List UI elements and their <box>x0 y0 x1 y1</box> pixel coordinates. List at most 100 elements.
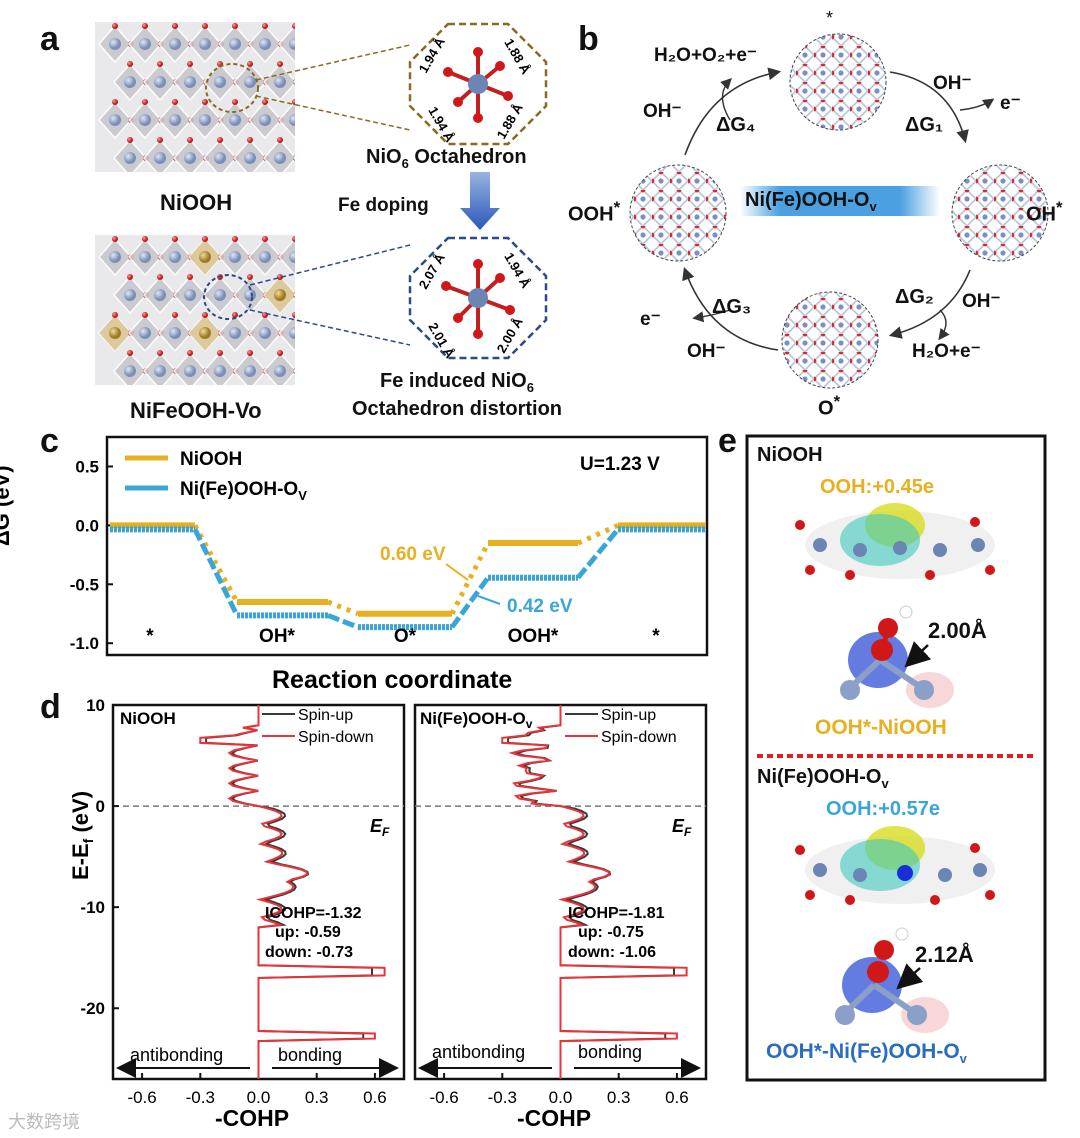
e-bottom-caption: OOH*-Ni(Fe)OOH-Ov <box>766 1040 967 1067</box>
oh-minus-1: OH⁻ <box>933 73 972 94</box>
d-right-leg-down: Spin-down <box>601 729 677 746</box>
doping-arrow <box>460 172 500 230</box>
d-ylabel: E-Ef (eV) <box>68 791 96 880</box>
d-left-title: NiOOH <box>120 709 176 728</box>
d-xtick: -0.3 <box>186 1088 215 1107</box>
d-ytick: -20 <box>80 999 105 1018</box>
oh-minus-4: OH⁻ <box>643 101 682 122</box>
star-state-label: * <box>826 8 834 28</box>
c-connector <box>192 524 240 604</box>
d-left-antibonding: antibonding <box>130 1045 223 1065</box>
d-xtick: 0.3 <box>305 1088 329 1107</box>
nifeooh-vo-caption: NiFeOOH-Vo <box>130 398 262 423</box>
c-connector <box>327 613 359 630</box>
ohstar-label: OH* <box>1026 198 1063 226</box>
d-right-leg-up: Spin-up <box>601 707 656 724</box>
d-left-down: down: -0.73 <box>265 944 353 961</box>
d-right-antibonding: antibonding <box>432 1042 525 1062</box>
dg1-label: ΔG₁ <box>905 114 944 136</box>
e-bottom-title: Ni(Fe)OOH-Ov <box>757 766 889 791</box>
d-right-title: Ni(Fe)OOH-Ov <box>420 709 533 731</box>
oh-minus-3: OH⁻ <box>687 341 726 362</box>
panel-b-label: b <box>578 20 599 58</box>
nifeooh-charge-density-image <box>835 927 949 1033</box>
c-ytick: 0.0 <box>75 516 99 535</box>
dg3-label: ΔG₃ <box>712 296 752 318</box>
c-ytick: -1.0 <box>70 634 99 653</box>
dg4-label: ΔG₄ <box>716 114 756 136</box>
nifeooh-slab-image <box>795 826 995 905</box>
c-state-label: * <box>146 626 154 647</box>
octahedron-niooh: 1.94 Å 1.88 Å 1.94 Å 1.88 Å <box>408 22 548 146</box>
fe-doping-label: Fe doping <box>338 195 429 216</box>
d-left-leg-up: Spin-up <box>298 707 353 724</box>
e-top-title: NiOOH <box>757 444 823 466</box>
c-state-label: OH* <box>259 626 296 647</box>
d-left-xlabel: -COHP <box>215 1105 289 1131</box>
c-xlabel: Reaction coordinate <box>272 666 512 694</box>
c-state-label: O* <box>394 626 417 647</box>
panel-c-label: c <box>40 422 59 460</box>
niooh-caption: NiOOH <box>160 190 233 215</box>
d-xtick: -0.6 <box>127 1088 156 1107</box>
e-bottom-charge: OOH:+0.57e <box>826 798 940 820</box>
ostar-label: O* <box>818 392 841 420</box>
oohstar-label: OOH* <box>568 198 621 226</box>
e-minus-3: e⁻ <box>640 309 661 330</box>
panel-a-label: a <box>40 20 59 58</box>
e-bottom-distance: 2.12Å <box>915 942 974 967</box>
e-top-caption: OOH*-NiOOH <box>815 716 947 739</box>
octa2-title-line2: Octahedron distortion <box>352 398 562 420</box>
c-connector <box>576 523 620 546</box>
top-product-label: H₂O+O₂+e⁻ <box>654 45 757 66</box>
niooh-lattice-image <box>95 22 295 172</box>
d-left-bonding: bonding <box>278 1045 342 1065</box>
d-xtick: 0.3 <box>607 1088 631 1107</box>
octa1-title: NiO6 Octahedron <box>366 146 527 171</box>
octahedron-nifeooh: 2.07 Å 1.94 Å 2.01 Å 2.00 Å <box>408 236 548 360</box>
octa2-title-line1: Fe induced NiO6 <box>380 370 534 395</box>
d-right-ef: EF <box>672 816 692 839</box>
e-minus-1: e⁻ <box>1000 93 1021 114</box>
niooh-charge-density-image <box>840 605 954 708</box>
c-annot-060: 0.60 eV <box>380 544 446 565</box>
c-annot-042: 0.42 eV <box>507 596 573 617</box>
d-xtick: 0.6 <box>363 1088 387 1107</box>
c-connector <box>576 527 620 580</box>
d-left-up: up: -0.59 <box>275 924 341 941</box>
d-xtick: 0.0 <box>247 1088 271 1107</box>
c-ytick: -0.5 <box>70 575 99 594</box>
c-state-label: * <box>652 626 660 647</box>
c-state-label: OOH* <box>508 626 559 647</box>
d-left-ef: EF <box>370 816 390 839</box>
d-xtick: 0.6 <box>665 1088 689 1107</box>
d-xtick: 0.0 <box>549 1088 573 1107</box>
oh-minus-2: OH⁻ <box>962 291 1001 312</box>
d-left-icohp: ICOHP=-1.32 <box>265 905 362 922</box>
panel-b-cycle <box>629 33 1049 389</box>
d-right-bonding: bonding <box>578 1042 642 1062</box>
c-legend-niooh: NiOOH <box>180 449 242 470</box>
d-ytick: 0 <box>96 797 105 816</box>
h2o-e-label: H₂O+e⁻ <box>912 341 981 362</box>
c-connector <box>449 576 491 629</box>
d-spin-down-curve <box>199 705 386 1079</box>
d-right-down: down: -1.06 <box>568 944 656 961</box>
d-left-leg-down: Spin-down <box>298 729 374 746</box>
c-potential: U=1.23 V <box>580 454 660 475</box>
dg2-label: ΔG₂ <box>895 286 934 308</box>
d-right-xlabel: -COHP <box>517 1105 591 1131</box>
d-right-icohp: ICOHP=-1.81 <box>568 905 665 922</box>
watermark: 大数跨境 <box>8 1112 80 1132</box>
d-ytick: -10 <box>80 898 105 917</box>
c-ytick: 0.5 <box>75 457 99 476</box>
d-xtick: -0.3 <box>488 1088 517 1107</box>
d-ytick: 10 <box>86 696 105 715</box>
d-right-up: up: -0.75 <box>578 924 644 941</box>
c-legend-nifeooh: Ni(Fe)OOH-OV <box>180 479 307 503</box>
panel-e-label: e <box>718 422 737 460</box>
niooh-slab-image <box>795 503 995 580</box>
